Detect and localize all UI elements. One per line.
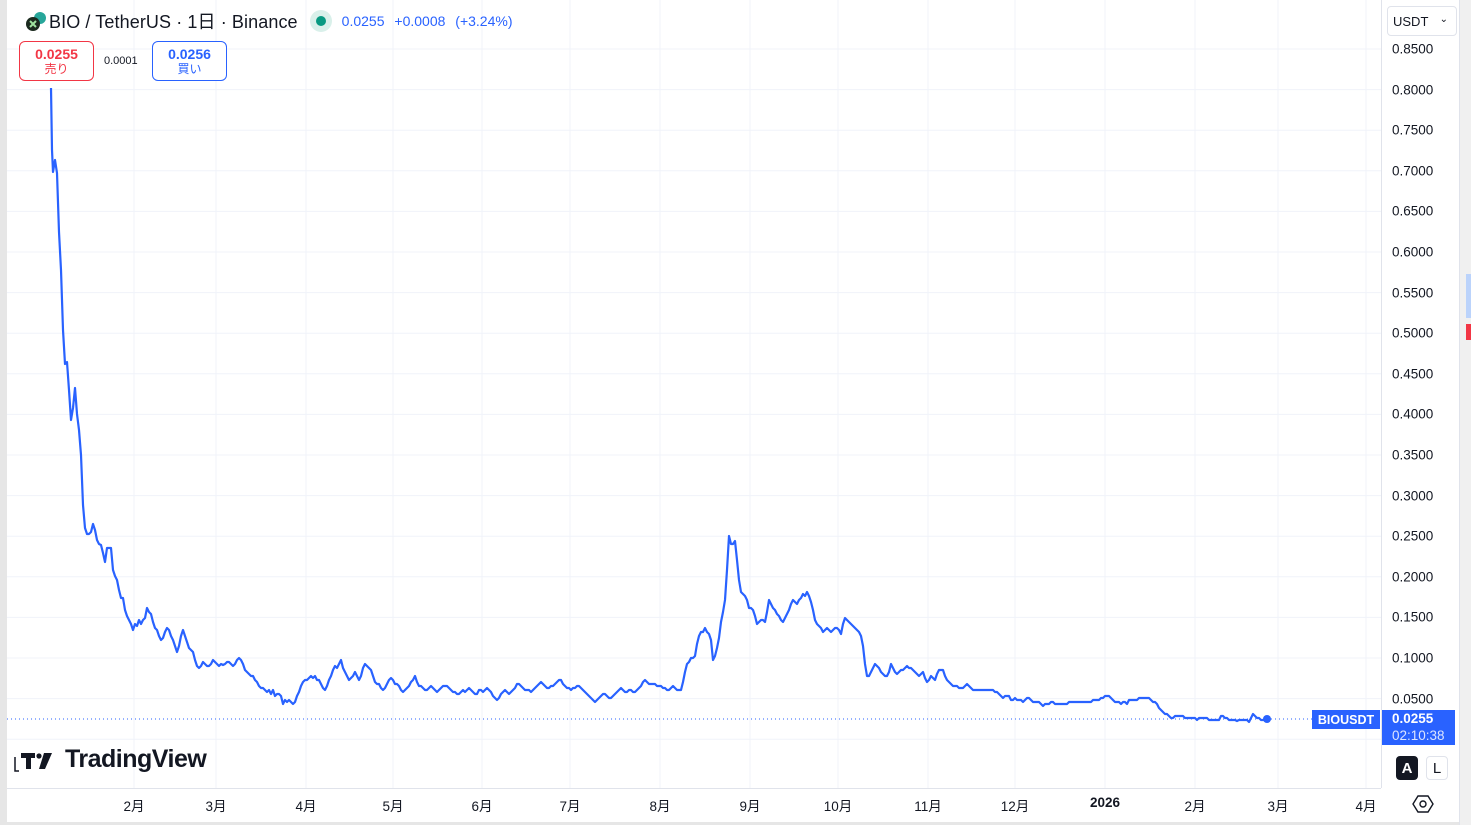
currency-label: USDT bbox=[1393, 13, 1429, 29]
bottom-border bbox=[7, 822, 1459, 825]
left-toolbar-edge bbox=[0, 0, 7, 825]
price-tick: 0.1500 bbox=[1392, 609, 1434, 625]
last-price: 0.0255 bbox=[341, 13, 385, 29]
price-tick: 0.1000 bbox=[1392, 650, 1434, 666]
time-tick: 8月 bbox=[649, 799, 671, 814]
symbol-title[interactable]: BIO / TetherUS · 1日 · Binance bbox=[49, 12, 298, 32]
price-chart[interactable] bbox=[7, 0, 1381, 788]
price-tick: 0.2500 bbox=[1392, 528, 1434, 544]
price-change: +0.0008 bbox=[394, 13, 446, 29]
bio-logo-icon bbox=[25, 12, 46, 31]
time-tick: 2月 bbox=[1184, 799, 1206, 814]
currency-dropdown[interactable]: USDT ⌄ bbox=[1387, 6, 1457, 36]
buy-button[interactable]: 0.0256 買い bbox=[152, 41, 227, 81]
price-tick: 0.3000 bbox=[1392, 488, 1434, 504]
price-line bbox=[49, 87, 1267, 724]
sell-label: 売り bbox=[44, 62, 69, 76]
time-tick: 9月 bbox=[739, 799, 761, 814]
last-price-dot bbox=[1263, 715, 1271, 723]
price-tick: 0.6000 bbox=[1392, 244, 1434, 260]
sell-price: 0.0255 bbox=[35, 46, 78, 62]
time-tick: 7月 bbox=[559, 799, 581, 814]
chart-settings-button[interactable] bbox=[1412, 794, 1434, 814]
price-tick: 0.6500 bbox=[1392, 203, 1434, 219]
bar-countdown: 02:10:38 bbox=[1392, 728, 1445, 743]
chevron-down-icon: ⌄ bbox=[1439, 14, 1448, 25]
price-tick: 0.4500 bbox=[1392, 366, 1434, 382]
time-tick: 11月 bbox=[914, 799, 942, 814]
symbol-legend[interactable]: BIO / TetherUS · 1日 · Binance 0.0255 +0.… bbox=[25, 8, 518, 34]
sidebar-marker-red bbox=[1466, 324, 1471, 340]
time-tick: 2026 bbox=[1089, 795, 1121, 810]
time-tick: 4月 bbox=[1355, 799, 1377, 814]
price-tick: 0.7000 bbox=[1392, 163, 1434, 179]
buy-label: 買い bbox=[177, 62, 202, 76]
last-price-label: 0.0255 02:10:38 bbox=[1382, 710, 1455, 745]
right-sidebar-edge[interactable] bbox=[1459, 0, 1471, 825]
time-tick: 2月 bbox=[123, 799, 145, 814]
spread-value: 0.0001 bbox=[104, 55, 138, 67]
quote-values: 0.0255 +0.0008 (+3.24%) bbox=[342, 13, 519, 29]
chart-pane[interactable]: BIO / TetherUS · 1日 · Binance 0.0255 +0.… bbox=[7, 0, 1381, 788]
time-tick: 12月 bbox=[1000, 799, 1030, 814]
tradingview-logo-text: TradingView bbox=[65, 745, 207, 773]
sell-button[interactable]: 0.0255 売り bbox=[19, 41, 94, 81]
time-axis[interactable] bbox=[7, 788, 1381, 824]
time-tick: 3月 bbox=[1267, 799, 1289, 814]
settings-gear-icon bbox=[1412, 795, 1434, 813]
price-tick: 0.5500 bbox=[1392, 285, 1434, 301]
symbol-price-label: BIOUSDT bbox=[1312, 710, 1380, 729]
price-tick: 0.2000 bbox=[1392, 569, 1434, 585]
price-tick: 0.7500 bbox=[1392, 122, 1434, 138]
price-tick: 0.5000 bbox=[1392, 325, 1434, 341]
tradingview-logo[interactable]: TradingView bbox=[11, 745, 207, 774]
tradingview-logo-icon bbox=[14, 752, 52, 772]
price-tick: 0.8500 bbox=[1392, 41, 1434, 57]
last-price-value: 0.0255 bbox=[1392, 711, 1434, 726]
price-tick: 0.3500 bbox=[1392, 447, 1434, 463]
time-tick: 6月 bbox=[471, 799, 493, 814]
time-tick: 10月 bbox=[823, 799, 853, 814]
grid-lines bbox=[7, 0, 1381, 788]
sidebar-marker-blue bbox=[1466, 274, 1471, 318]
log-scale-button[interactable]: L bbox=[1426, 756, 1448, 780]
price-tick: 0.0500 bbox=[1392, 691, 1434, 707]
time-tick: 4月 bbox=[295, 799, 317, 814]
price-tick: 0.8000 bbox=[1392, 82, 1434, 98]
auto-scale-button[interactable]: A bbox=[1396, 756, 1418, 780]
time-tick: 3月 bbox=[205, 799, 227, 814]
price-tick: 0.4000 bbox=[1392, 406, 1434, 422]
market-status-indicator bbox=[309, 10, 332, 32]
price-axis[interactable] bbox=[1381, 0, 1460, 788]
time-tick: 5月 bbox=[382, 799, 404, 814]
price-change-percent: (+3.24%) bbox=[455, 13, 513, 29]
buy-price: 0.0256 bbox=[168, 46, 211, 62]
